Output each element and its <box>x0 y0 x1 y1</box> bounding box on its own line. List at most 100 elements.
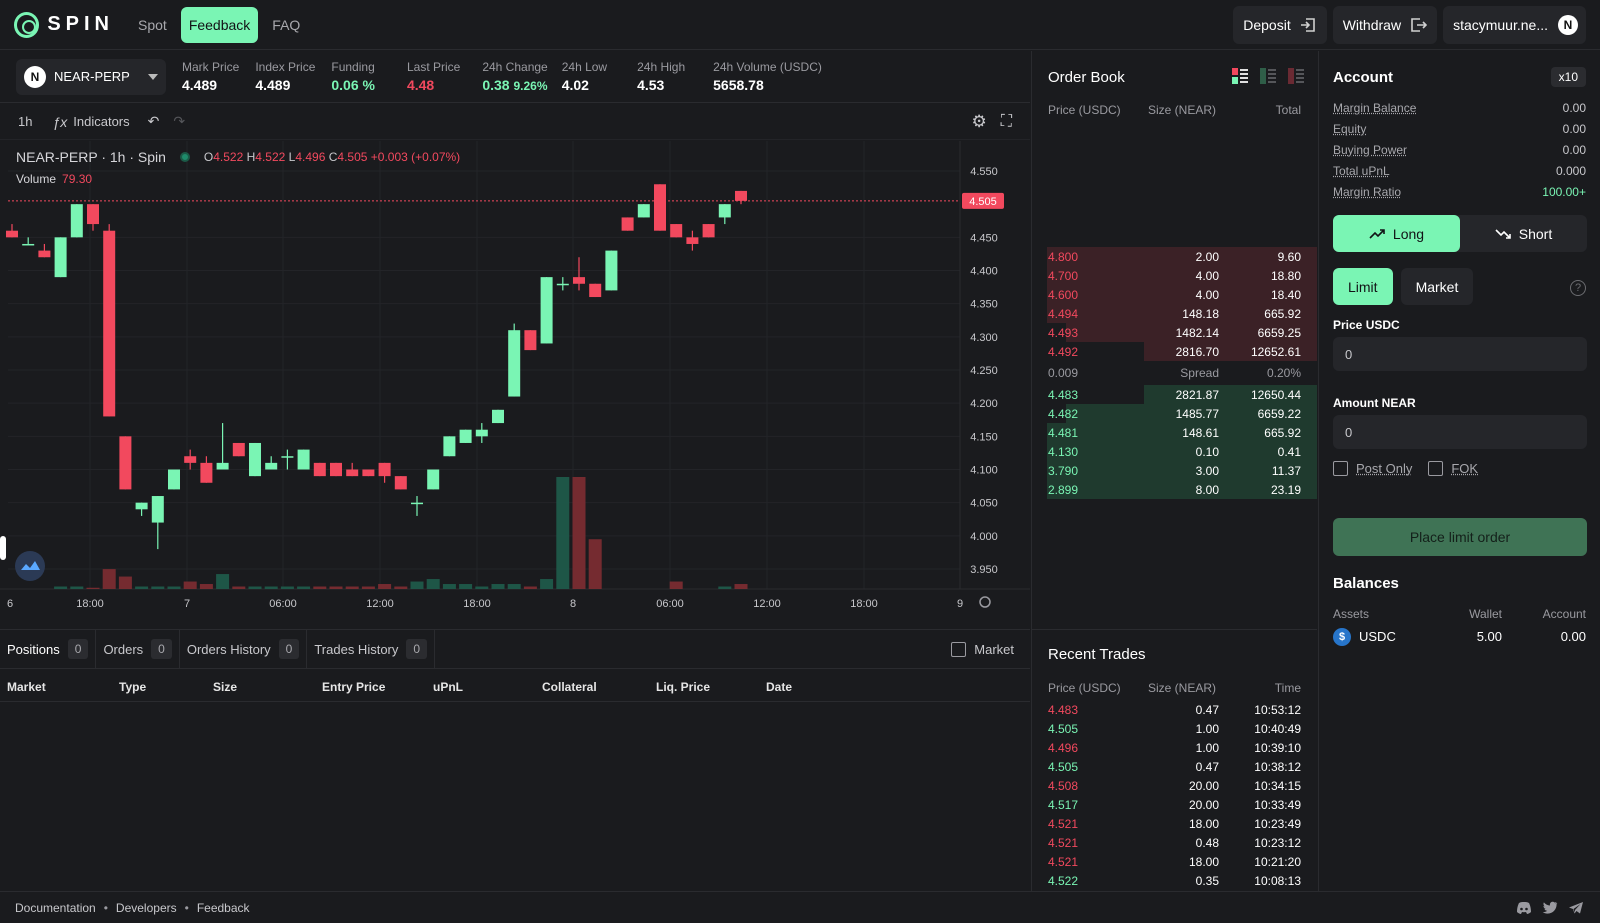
trade-price: 4.522 <box>1048 874 1079 888</box>
post-only-checkbox[interactable]: Post Only <box>1333 461 1412 476</box>
order-type-toggle: Limit Market <box>1333 268 1474 305</box>
bid-row[interactable]: 4.130 0.10 0.41 <box>1032 442 1317 461</box>
logo-text: SPIN <box>47 13 114 35</box>
bid-row[interactable]: 4.482 1485.77 6659.22 <box>1032 404 1317 423</box>
fullscreen-icon[interactable]: ⛶ <box>1000 112 1012 130</box>
volume-value: 79.30 <box>62 172 93 186</box>
view-asks-icon[interactable] <box>1287 67 1305 85</box>
footer-link-documentation[interactable]: Documentation <box>15 900 96 915</box>
undo-icon[interactable]: ↶ <box>147 113 160 129</box>
help-icon[interactable]: ? <box>1570 280 1586 296</box>
trade-size: 0.47 <box>1195 703 1219 717</box>
account-button[interactable]: stacymuur.ne... N <box>1443 5 1586 44</box>
x-tick-label: 18:00 <box>76 598 104 610</box>
volume-bar <box>588 539 602 589</box>
tab-orders[interactable]: Orders 0 <box>96 629 180 669</box>
x-tick-label: 9 <box>957 598 963 610</box>
x-tick-label: 18:00 <box>463 598 491 610</box>
indicators-icon[interactable]: ƒx <box>52 113 68 130</box>
place-order-button[interactable]: Place limit order <box>1333 518 1587 556</box>
nav-link-feedback[interactable]: Feedback <box>180 6 259 43</box>
candle-body <box>38 250 51 258</box>
ask-row[interactable]: 4.700 4.00 18.80 <box>1032 266 1317 285</box>
candlestick-chart-svg[interactable]: 4.505 4.550 4.450 4.400 4.350 4.300 4.250 4.200… <box>0 141 1030 629</box>
bid-depth-bar <box>1066 404 1317 423</box>
stat-label: 24h Change <box>482 60 548 74</box>
bid-row[interactable]: 2.899 8.00 23.19 <box>1032 480 1317 499</box>
candle-body <box>492 409 504 424</box>
candle-body <box>87 204 99 225</box>
limit-button[interactable]: Limit <box>1333 268 1393 305</box>
trade-row: 4.522 0.35 10:08:13 <box>1032 871 1317 890</box>
candle-body <box>22 243 35 246</box>
footer-link-feedback[interactable]: Feedback <box>196 900 250 915</box>
price-input[interactable] <box>1333 337 1587 371</box>
tab-orders-history[interactable]: Orders History 0 <box>180 629 308 669</box>
ask-row[interactable]: 4.493 1482.14 6659.25 <box>1032 323 1317 342</box>
volume-bar <box>540 579 554 589</box>
trade-time: 10:53:12 <box>1254 703 1301 717</box>
column-header: Size (NEAR) <box>1148 103 1217 117</box>
order-size: 4.00 <box>1195 288 1219 302</box>
footer-separator: • <box>103 900 108 915</box>
telegram-icon[interactable] <box>1568 901 1584 915</box>
change-readout: +0.003 (+0.07%) <box>370 150 461 164</box>
view-both-icon[interactable] <box>1231 67 1249 85</box>
market-filter-checkbox[interactable]: Market <box>951 641 1014 657</box>
column-header: Type <box>119 680 147 694</box>
checkbox-icon[interactable] <box>1428 461 1444 476</box>
volume-bar <box>475 586 489 589</box>
amount-input[interactable] <box>1333 415 1587 449</box>
ask-row[interactable]: 4.492 2816.70 12652.61 <box>1032 342 1317 361</box>
tab-positions[interactable]: Positions 0 <box>0 629 97 669</box>
ask-row[interactable]: 4.494 148.18 665.92 <box>1032 304 1317 323</box>
checkbox-icon[interactable] <box>1333 461 1348 476</box>
order-total: 9.60 <box>1277 250 1301 264</box>
y-tick-label: 4.550 <box>970 166 998 178</box>
bid-row[interactable]: 4.483 2821.87 12650.44 <box>1032 385 1317 404</box>
deposit-button[interactable]: Deposit <box>1233 5 1327 44</box>
chart-settings-gear-icon[interactable]: ⚙ <box>971 111 987 131</box>
bid-row[interactable]: 3.790 3.00 11.37 <box>1032 461 1317 480</box>
tab-trades-history[interactable]: Trades History 0 <box>307 629 436 669</box>
withdraw-button[interactable]: Withdraw <box>1332 5 1438 44</box>
long-button[interactable]: Long <box>1333 215 1460 252</box>
candle-body <box>168 469 180 490</box>
market-button[interactable]: Market <box>1400 268 1474 305</box>
trade-row: 4.496 1.00 10:39:10 <box>1032 738 1317 757</box>
price-chart[interactable]: 4.505 4.550 4.450 4.400 4.350 4.300 4.250 4.200… <box>0 141 1030 629</box>
checkbox-icon[interactable] <box>951 641 967 657</box>
candle-body <box>735 190 747 201</box>
bid-row[interactable]: 4.481 148.61 665.92 <box>1032 423 1317 442</box>
market-status-dot-icon <box>179 152 190 162</box>
indicators-button[interactable]: Indicators <box>73 114 130 129</box>
fok-checkbox[interactable]: FOK <box>1428 461 1478 476</box>
nav-link-spot[interactable]: Spot <box>138 16 167 33</box>
near-logo-icon: N <box>24 65 46 88</box>
column-header: uPnL <box>433 680 463 694</box>
spin-logo-icon <box>14 11 40 38</box>
pair-selector[interactable]: N NEAR-PERP <box>16 58 166 95</box>
x-tick-label: 18:00 <box>850 598 878 610</box>
leverage-button[interactable]: x10 <box>1550 67 1586 87</box>
trade-row: 4.517 20.00 10:33:49 <box>1032 795 1317 814</box>
twitter-icon[interactable] <box>1542 901 1558 915</box>
interval-selector[interactable]: 1h <box>18 114 33 129</box>
ask-row[interactable]: 4.800 2.00 9.60 <box>1032 247 1317 266</box>
redo-icon[interactable]: ↷ <box>173 113 186 129</box>
trade-row: 4.521 0.48 10:23:12 <box>1032 833 1317 852</box>
trade-time: 10:21:20 <box>1254 855 1301 869</box>
change-percent: 9.26% <box>513 79 548 93</box>
checkbox-label: Market <box>974 641 1014 657</box>
y-tick-label: 4.000 <box>970 531 998 543</box>
discord-icon[interactable] <box>1516 901 1532 915</box>
ask-row[interactable]: 4.600 4.00 18.40 <box>1032 285 1317 304</box>
logo[interactable]: SPIN <box>14 11 114 38</box>
order-price: 4.483 <box>1048 388 1079 402</box>
short-button[interactable]: Short <box>1460 215 1587 252</box>
nav-link-faq[interactable]: FAQ <box>272 16 301 33</box>
column-header: Entry Price <box>322 680 386 694</box>
view-bids-icon[interactable] <box>1259 67 1277 85</box>
footer-link-developers[interactable]: Developers <box>115 900 177 915</box>
stat-label: 24h Low <box>561 60 608 74</box>
